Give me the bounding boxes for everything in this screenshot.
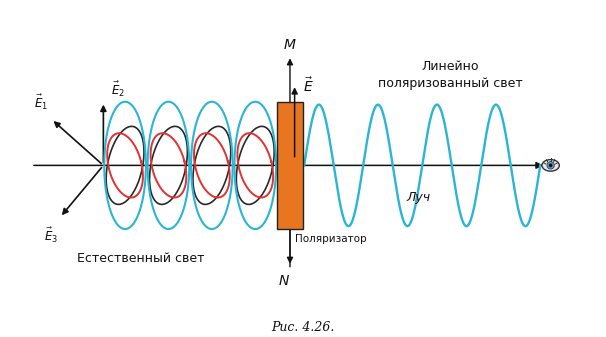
Circle shape (547, 162, 554, 169)
Text: $M$: $M$ (283, 38, 297, 52)
Bar (277, 102, 303, 229)
Text: Рис. 4.26.: Рис. 4.26. (271, 320, 335, 334)
Text: $\vec{E}_2$: $\vec{E}_2$ (111, 80, 125, 99)
Text: $\vec{E}$: $\vec{E}$ (303, 76, 314, 95)
Text: Поляризатор: Поляризатор (295, 234, 366, 244)
Text: Линейно
поляризованный свет: Линейно поляризованный свет (378, 60, 523, 90)
Text: Естественный свет: Естественный свет (77, 252, 205, 265)
Text: Луч: Луч (407, 191, 431, 204)
Ellipse shape (542, 160, 559, 171)
Circle shape (549, 163, 553, 167)
Text: $\vec{E}_1$: $\vec{E}_1$ (34, 93, 48, 112)
Text: $\vec{E}_3$: $\vec{E}_3$ (44, 226, 58, 245)
Text: $N$: $N$ (278, 274, 290, 288)
